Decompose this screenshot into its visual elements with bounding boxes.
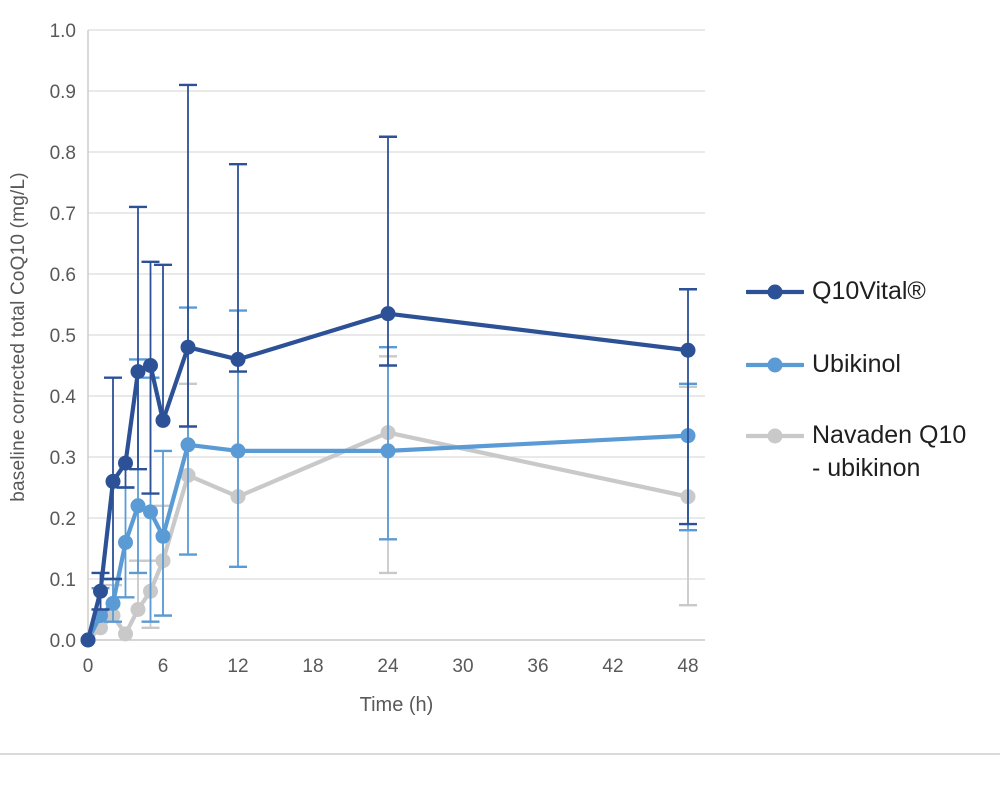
data-point-marker (380, 306, 396, 322)
data-point-marker (118, 455, 133, 471)
x-tick-label: 12 (227, 656, 248, 677)
legend-item-1: Q10Vital® (744, 275, 926, 308)
legend-label: Ubikinol (812, 350, 901, 378)
x-tick-label: 42 (602, 656, 623, 677)
x-tick-label: 30 (452, 656, 473, 677)
y-tick-label: 0.4 (50, 387, 77, 408)
data-point-marker (180, 339, 196, 355)
y-tick-label: 0.5 (50, 326, 76, 347)
x-tick-label: 36 (527, 656, 548, 677)
legend-marker-icon (744, 357, 806, 378)
data-point-marker (680, 342, 696, 358)
data-point-marker (80, 632, 96, 648)
data-point-marker (93, 583, 108, 599)
data-point-marker (380, 443, 396, 459)
data-point-marker (143, 504, 158, 520)
series-Ubikinol (80, 306, 697, 648)
y-tick-label: 0.6 (50, 265, 76, 286)
y-tick-label: 0.2 (50, 509, 76, 530)
data-point-marker (155, 412, 171, 428)
x-tick-label: 0 (83, 656, 94, 677)
x-tick-label: 18 (302, 656, 323, 677)
data-point-marker (118, 626, 133, 642)
y-tick-label: 0.7 (50, 204, 76, 225)
data-point-marker (130, 364, 146, 380)
x-tick-label: 24 (377, 656, 399, 677)
data-point-marker (118, 534, 133, 550)
legend-label: Q10Vital® (812, 277, 926, 305)
x-tick-label: 6 (158, 656, 169, 677)
data-point-marker (180, 437, 196, 453)
legend-marker-icon (744, 428, 806, 449)
bottom-divider-line (0, 753, 1000, 755)
y-tick-label: 0.8 (50, 143, 76, 164)
y-tick-label: 1.0 (50, 21, 76, 42)
data-point-marker (130, 498, 146, 514)
data-point-marker (143, 358, 158, 373)
y-tick-label: 0.1 (50, 570, 76, 591)
y-axis-title: baseline corrected total CoQ10 (mg/L) (8, 172, 29, 502)
y-tick-label: 0.3 (50, 448, 76, 469)
data-point-marker (230, 443, 246, 459)
x-axis-title: Time (h) (359, 694, 434, 716)
data-point-marker (130, 602, 146, 617)
data-point-marker (230, 351, 246, 367)
coq10-line-chart: 0.0 0.1 0.2 0.3 0.4 0.5 0.6 0.7 0.8 0.9 1.0 0 6 12 18 2… (50, 21, 705, 677)
series-Q10Vital® (80, 83, 697, 648)
y-tick-label: 0.9 (50, 82, 76, 103)
data-point-marker (105, 473, 121, 489)
data-point-marker (155, 528, 171, 544)
legend-item-3: Navaden Q10- ubikinon (744, 419, 967, 485)
data-point-marker (105, 595, 121, 611)
legend-marker-icon (744, 284, 806, 305)
legend-label: Navaden Q10- ubikinon (812, 421, 967, 482)
legend-item-2: Ubikinol (744, 348, 901, 381)
x-tick-label: 48 (677, 656, 698, 677)
y-tick-label: 0.0 (50, 631, 76, 652)
